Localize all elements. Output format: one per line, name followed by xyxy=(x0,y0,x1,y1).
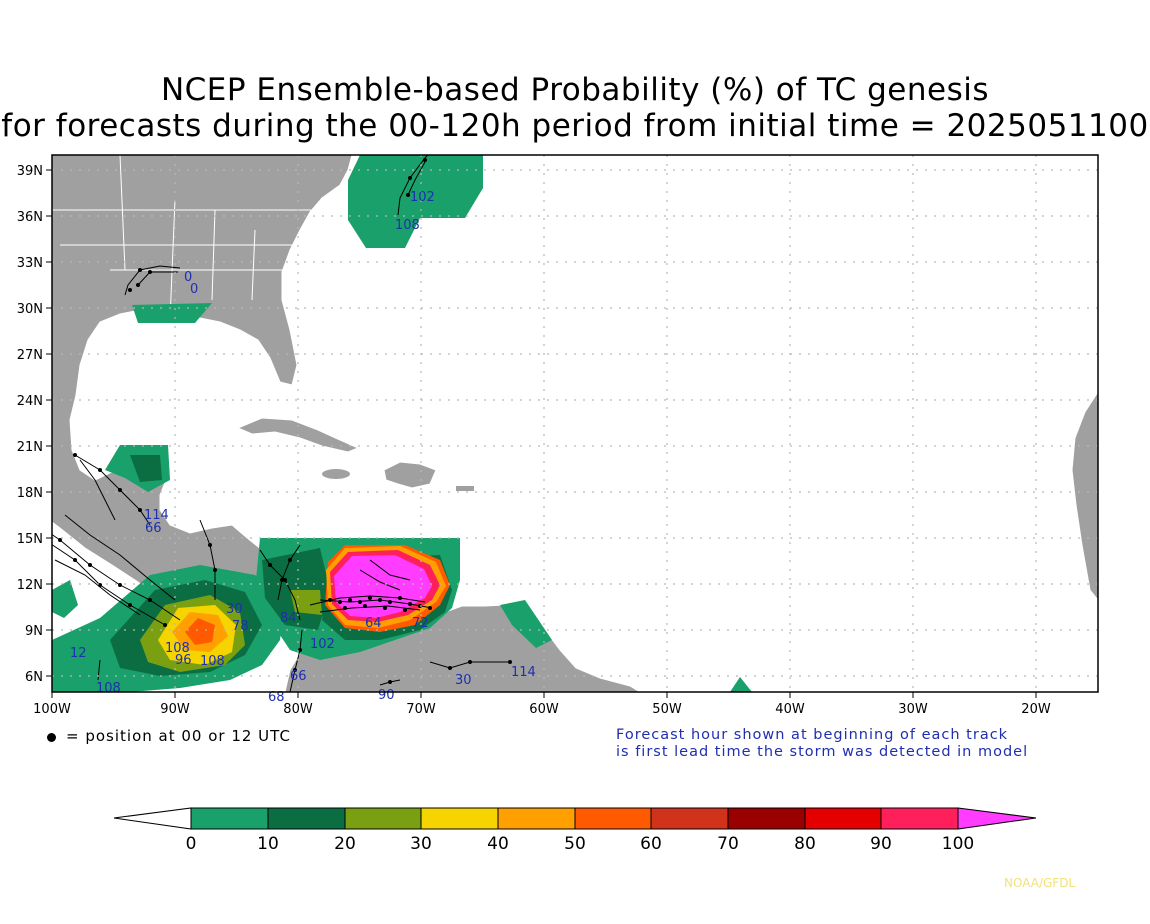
colorbar-segment xyxy=(804,807,882,830)
lat-tick-label: 39N xyxy=(17,164,43,179)
colorbar-high-arrow xyxy=(957,807,1037,830)
lat-tick-label: 33N xyxy=(17,256,43,271)
lon-tick-label: 80W xyxy=(283,702,313,717)
colorbar-tick-label: 0 xyxy=(186,834,197,854)
colorbar-tick-label: 100 xyxy=(942,834,974,854)
colorbar-segment xyxy=(420,807,499,830)
lon-tick-label: 20W xyxy=(1021,702,1051,717)
lat-tick-label: 36N xyxy=(17,210,43,225)
track-label: 114 xyxy=(144,508,169,523)
colorbar-segment xyxy=(190,807,269,830)
colorbar-tick-labels: 0 10 20 30 40 50 60 70 80 90 100 xyxy=(186,834,975,854)
track-label: 78 xyxy=(232,619,249,634)
forecast-note-line1: Forecast hour shown at beginning of each… xyxy=(616,727,1009,743)
lat-tick-label: 18N xyxy=(17,486,43,501)
colorbar-tick-label: 60 xyxy=(640,834,662,854)
track-label: 108 xyxy=(200,654,225,669)
colorbar-tick-label: 30 xyxy=(410,834,432,854)
tick-marks xyxy=(46,169,1037,698)
lat-tick-label: 21N xyxy=(17,440,43,455)
colorbar-segment xyxy=(727,807,806,830)
colorbar-segment xyxy=(880,807,959,830)
colorbar-low-arrow xyxy=(113,807,192,830)
position-legend-text: = position at 00 or 12 UTC xyxy=(66,727,291,745)
colorbar-tick-label: 80 xyxy=(794,834,816,854)
lon-tick-label: 30W xyxy=(898,702,928,717)
lat-tick-label: 6N xyxy=(25,670,43,685)
land-africa xyxy=(1071,391,1098,601)
colorbar-segment xyxy=(344,807,422,830)
colorbar-segment xyxy=(650,807,729,830)
lon-tick-label: 90W xyxy=(160,702,190,717)
track-label: 68 xyxy=(268,690,285,705)
track-hour-labels: 102 108 0 0 114 66 12 108 30 84 108 102 … xyxy=(70,190,536,705)
track-label: 0 xyxy=(190,282,198,297)
lat-tick-labels: 39N 36N 33N 30N 27N 24N 21N 18N 15N 12N … xyxy=(17,164,43,685)
lon-tick-label: 60W xyxy=(529,702,559,717)
track-label: 0 xyxy=(184,270,192,285)
track-label: 30 xyxy=(455,673,472,688)
track-position-dots xyxy=(58,158,512,684)
colorbar-tick-label: 70 xyxy=(717,834,739,854)
lon-tick-label: 50W xyxy=(652,702,682,717)
colorbar-tick-label: 10 xyxy=(257,834,279,854)
probability-shading xyxy=(52,155,752,692)
track-label: 12 xyxy=(70,646,87,661)
colorbar-segment xyxy=(497,807,576,830)
colorbar-tick-label: 50 xyxy=(564,834,586,854)
lat-tick-label: 24N xyxy=(17,394,43,409)
track-label: 108 xyxy=(165,641,190,656)
track-label: 72 xyxy=(412,616,429,631)
track-label: 30 xyxy=(226,602,243,617)
track-label: 66 xyxy=(145,521,162,536)
chart-title-line1: NCEP Ensemble-based Probability (%) of T… xyxy=(160,72,990,108)
lat-tick-label: 15N xyxy=(17,532,43,547)
position-dot-icon xyxy=(47,733,56,742)
credit-text: NOAA/GFDL xyxy=(1004,876,1076,890)
land-hispaniola xyxy=(383,461,437,489)
colorbar xyxy=(113,807,1037,830)
lat-tick-label: 30N xyxy=(17,302,43,317)
colorbar-tick-label: 20 xyxy=(334,834,356,854)
track-label: 84 xyxy=(280,611,297,626)
lat-tick-label: 27N xyxy=(17,348,43,363)
lon-tick-label: 100W xyxy=(33,702,71,717)
colorbar-tick-label: 90 xyxy=(870,834,892,854)
map-panel xyxy=(52,155,1098,692)
track-label: 64 xyxy=(365,616,382,631)
track-label: 90 xyxy=(378,688,395,703)
land-jamaica xyxy=(322,469,350,479)
track-label: 108 xyxy=(395,218,420,233)
lat-tick-label: 9N xyxy=(25,624,43,639)
forecast-note-line2: is first lead time the storm was detecte… xyxy=(616,744,1029,760)
land-puerto-rico xyxy=(456,486,474,491)
colorbar-segment xyxy=(267,807,346,830)
track-label: 102 xyxy=(310,637,335,652)
graticule xyxy=(52,155,1098,692)
track-label: 96 xyxy=(175,653,192,668)
map-frame xyxy=(51,154,1099,693)
track-label: 108 xyxy=(96,681,121,696)
lon-tick-label: 40W xyxy=(775,702,805,717)
lon-tick-label: 70W xyxy=(406,702,436,717)
lat-tick-label: 12N xyxy=(17,578,43,593)
chart-title-line2: for forecasts during the 00-120h period … xyxy=(1,108,1149,144)
track-label: 102 xyxy=(410,190,435,205)
track-label: 66 xyxy=(290,669,307,684)
colorbar-tick-label: 40 xyxy=(487,834,509,854)
lon-tick-labels: 100W 90W 80W 70W 60W 50W 40W 30W 20W xyxy=(33,702,1051,717)
track-label: 114 xyxy=(511,665,536,680)
colorbar-segment xyxy=(574,807,652,830)
